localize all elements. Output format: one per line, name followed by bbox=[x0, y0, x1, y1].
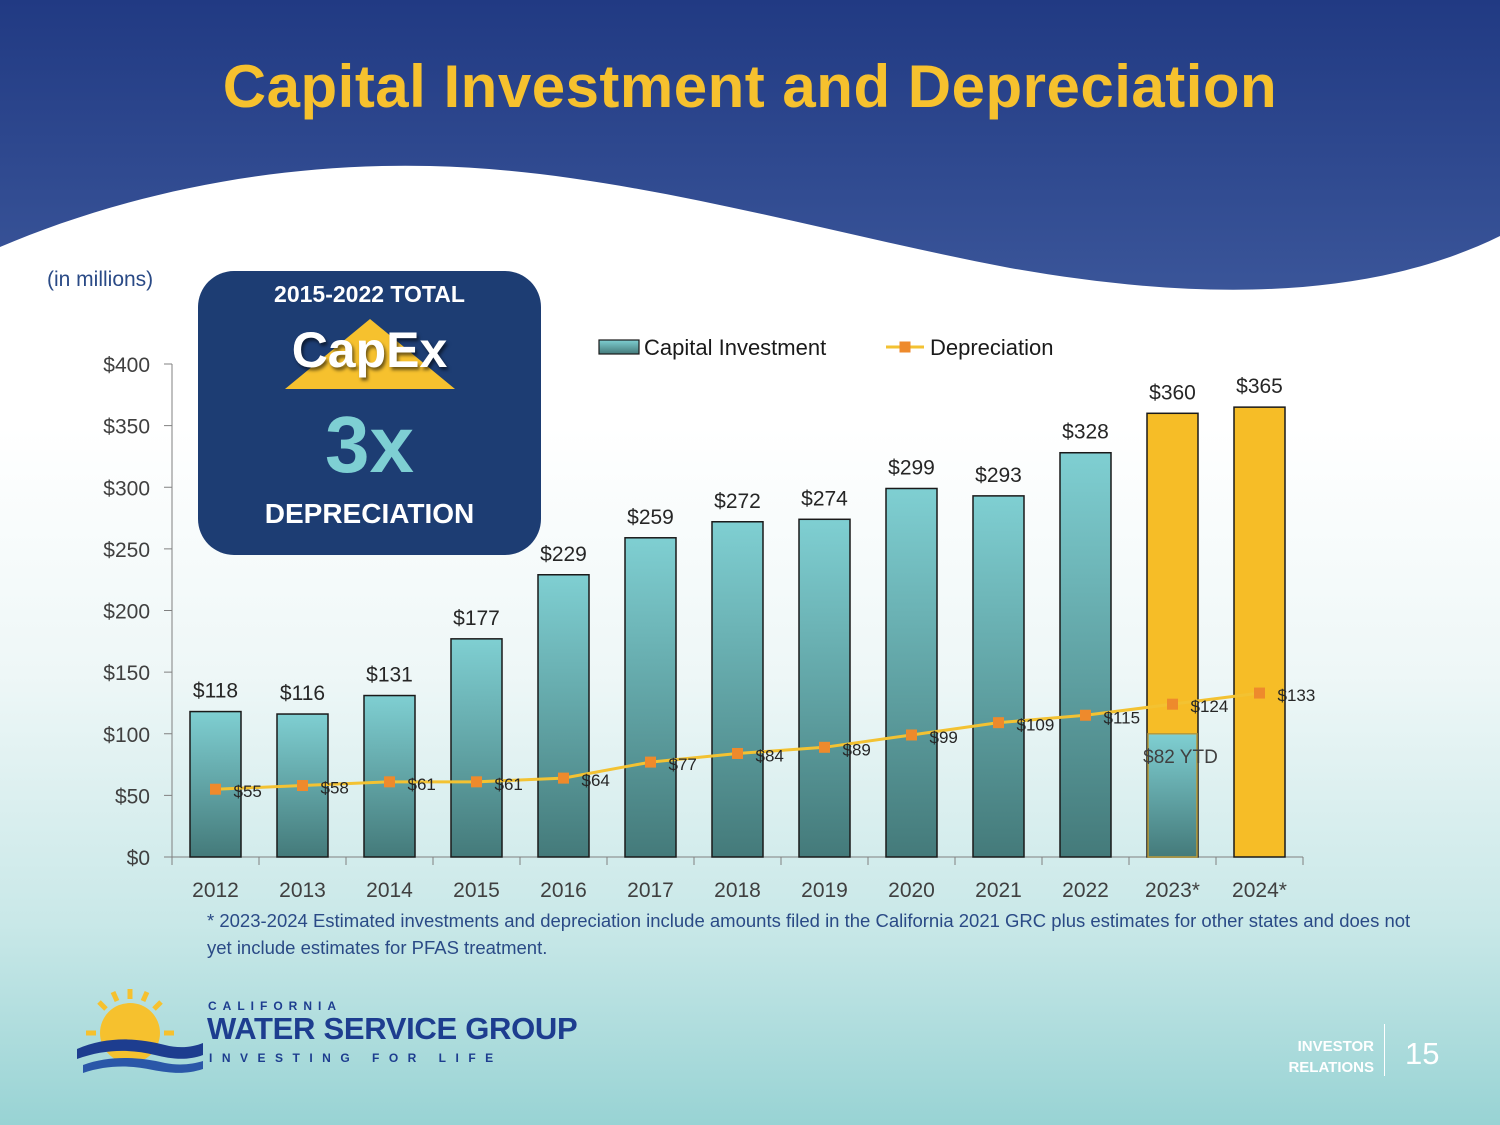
capital-investment-value-label: $299 bbox=[888, 456, 935, 479]
depreciation-marker bbox=[1167, 698, 1178, 710]
y-tick-label: $300 bbox=[103, 477, 150, 500]
investor-relations-label: INVESTOR RELATIONS bbox=[1270, 1036, 1374, 1078]
ir-line-1: INVESTOR bbox=[1297, 1038, 1374, 1055]
capital-investment-bar bbox=[711, 521, 764, 858]
logo-name: WATER SERVICE GROUP bbox=[207, 1011, 578, 1046]
page-number: 15 bbox=[1405, 1036, 1440, 1071]
footer-divider bbox=[1384, 1024, 1385, 1076]
capital-investment-bar bbox=[798, 518, 851, 858]
capital-investment-value-label: $259 bbox=[627, 506, 674, 529]
y-tick-label: $0 bbox=[127, 847, 150, 870]
depreciation-value-label: $109 bbox=[1017, 716, 1055, 735]
ir-line-2: RELATIONS bbox=[1288, 1059, 1374, 1076]
sun-wave-logo-icon bbox=[77, 989, 203, 1073]
x-tick-label: 2018 bbox=[714, 879, 761, 902]
depreciation-marker bbox=[906, 729, 917, 741]
capital-investment-value-label: $365 bbox=[1236, 375, 1283, 398]
y-tick-label: $150 bbox=[103, 662, 150, 685]
depreciation-marker bbox=[1254, 687, 1265, 699]
x-tick-label: 2021 bbox=[975, 879, 1022, 902]
units-note: (in millions) bbox=[47, 268, 154, 291]
capital-investment-value-label: $177 bbox=[453, 607, 500, 630]
capital-investment-bar bbox=[363, 694, 416, 858]
depreciation-marker bbox=[1080, 709, 1091, 721]
y-tick-label: $200 bbox=[103, 601, 150, 624]
depreciation-marker bbox=[993, 717, 1004, 729]
depreciation-value-label: $77 bbox=[669, 755, 697, 774]
depreciation-value-label: $61 bbox=[495, 775, 523, 794]
callout-capex: CapEx bbox=[291, 322, 448, 378]
legend-capital-investment: Capital Investment bbox=[644, 335, 826, 360]
capital-investment-value-label: $116 bbox=[280, 682, 325, 705]
x-tick-label: 2022 bbox=[1062, 879, 1109, 902]
depreciation-marker bbox=[819, 741, 830, 753]
capital-investment-value-label: $293 bbox=[975, 464, 1022, 487]
depreciation-marker bbox=[732, 747, 743, 759]
capital-investment-value-label: $229 bbox=[540, 543, 587, 566]
x-tick-label: 2012 bbox=[192, 879, 239, 902]
x-tick-label: 2024* bbox=[1232, 879, 1287, 902]
logo-brand: CALIFORNIA bbox=[208, 999, 342, 1013]
capital-investment-bar bbox=[450, 638, 503, 858]
depreciation-value-label: $89 bbox=[843, 740, 871, 759]
depreciation-marker bbox=[384, 776, 395, 788]
depreciation-value-label: $124 bbox=[1191, 697, 1229, 716]
depreciation-marker bbox=[297, 780, 308, 792]
depreciation-value-label: $61 bbox=[408, 775, 436, 794]
capital-investment-value-label: $272 bbox=[714, 490, 761, 513]
y-tick-label: $250 bbox=[103, 539, 150, 562]
legend-bar-swatch bbox=[598, 339, 640, 355]
depreciation-value-label: $133 bbox=[1278, 686, 1316, 705]
callout-depreciation: DEPRECIATION bbox=[264, 498, 475, 529]
capital-investment-value-label: $328 bbox=[1062, 421, 1109, 444]
ytd-label: $82 YTD bbox=[1143, 747, 1218, 768]
depreciation-marker bbox=[558, 772, 569, 784]
x-tick-label: 2013 bbox=[279, 879, 326, 902]
footnote: * 2023-2024 Estimated investments and de… bbox=[207, 910, 1411, 958]
header-wave bbox=[0, 0, 1500, 290]
legend-depreciation: Depreciation bbox=[930, 335, 1054, 360]
depreciation-value-label: $99 bbox=[930, 728, 958, 747]
x-tick-label: 2020 bbox=[888, 879, 935, 902]
depreciation-marker bbox=[471, 776, 482, 788]
x-tick-label: 2023* bbox=[1145, 879, 1200, 902]
depreciation-marker bbox=[645, 756, 656, 768]
up-arrow-icon bbox=[285, 319, 455, 389]
x-tick-label: 2019 bbox=[801, 879, 848, 902]
x-tick-label: 2014 bbox=[366, 879, 413, 902]
callout-period: 2015-2022 TOTAL bbox=[274, 281, 465, 307]
capital-investment-value-label: $360 bbox=[1149, 381, 1196, 404]
y-tick-label: $50 bbox=[115, 785, 150, 808]
capital-investment-bar bbox=[537, 574, 590, 858]
depreciation-value-label: $115 bbox=[1104, 708, 1141, 727]
capital-investment-value-label: $131 bbox=[366, 664, 413, 687]
x-tick-label: 2017 bbox=[627, 879, 674, 902]
capital-investment-bar bbox=[885, 487, 938, 858]
ytd-bar bbox=[1147, 733, 1198, 858]
callout-multiple: 3x bbox=[325, 400, 414, 489]
x-tick-label: 2015 bbox=[453, 879, 500, 902]
legend-marker-swatch bbox=[899, 341, 911, 353]
capital-investment-value-label: $118 bbox=[193, 680, 238, 703]
depreciation-value-label: $64 bbox=[582, 771, 610, 790]
y-tick-label: $400 bbox=[103, 354, 150, 377]
capital-investment-bar bbox=[1233, 406, 1286, 858]
slide-title: Capital Investment and Depreciation bbox=[222, 53, 1278, 120]
capital-investment-value-label: $274 bbox=[801, 487, 848, 510]
capital-investment-bar bbox=[1059, 451, 1112, 858]
capital-investment-bar bbox=[972, 495, 1025, 858]
depreciation-value-label: $55 bbox=[234, 782, 262, 801]
logo-tagline: INVESTING FOR LIFE bbox=[209, 1051, 503, 1065]
y-tick-label: $100 bbox=[103, 724, 150, 747]
capex-callout-box: 2015-2022 TOTAL CapEx 3x DEPRECIATION bbox=[198, 271, 541, 555]
depreciation-value-label: $84 bbox=[756, 746, 784, 765]
depreciation-marker bbox=[210, 783, 221, 795]
depreciation-value-label: $58 bbox=[321, 779, 349, 798]
capital-investment-bar bbox=[624, 537, 677, 858]
y-tick-label: $350 bbox=[103, 416, 150, 439]
x-tick-label: 2016 bbox=[540, 879, 587, 902]
